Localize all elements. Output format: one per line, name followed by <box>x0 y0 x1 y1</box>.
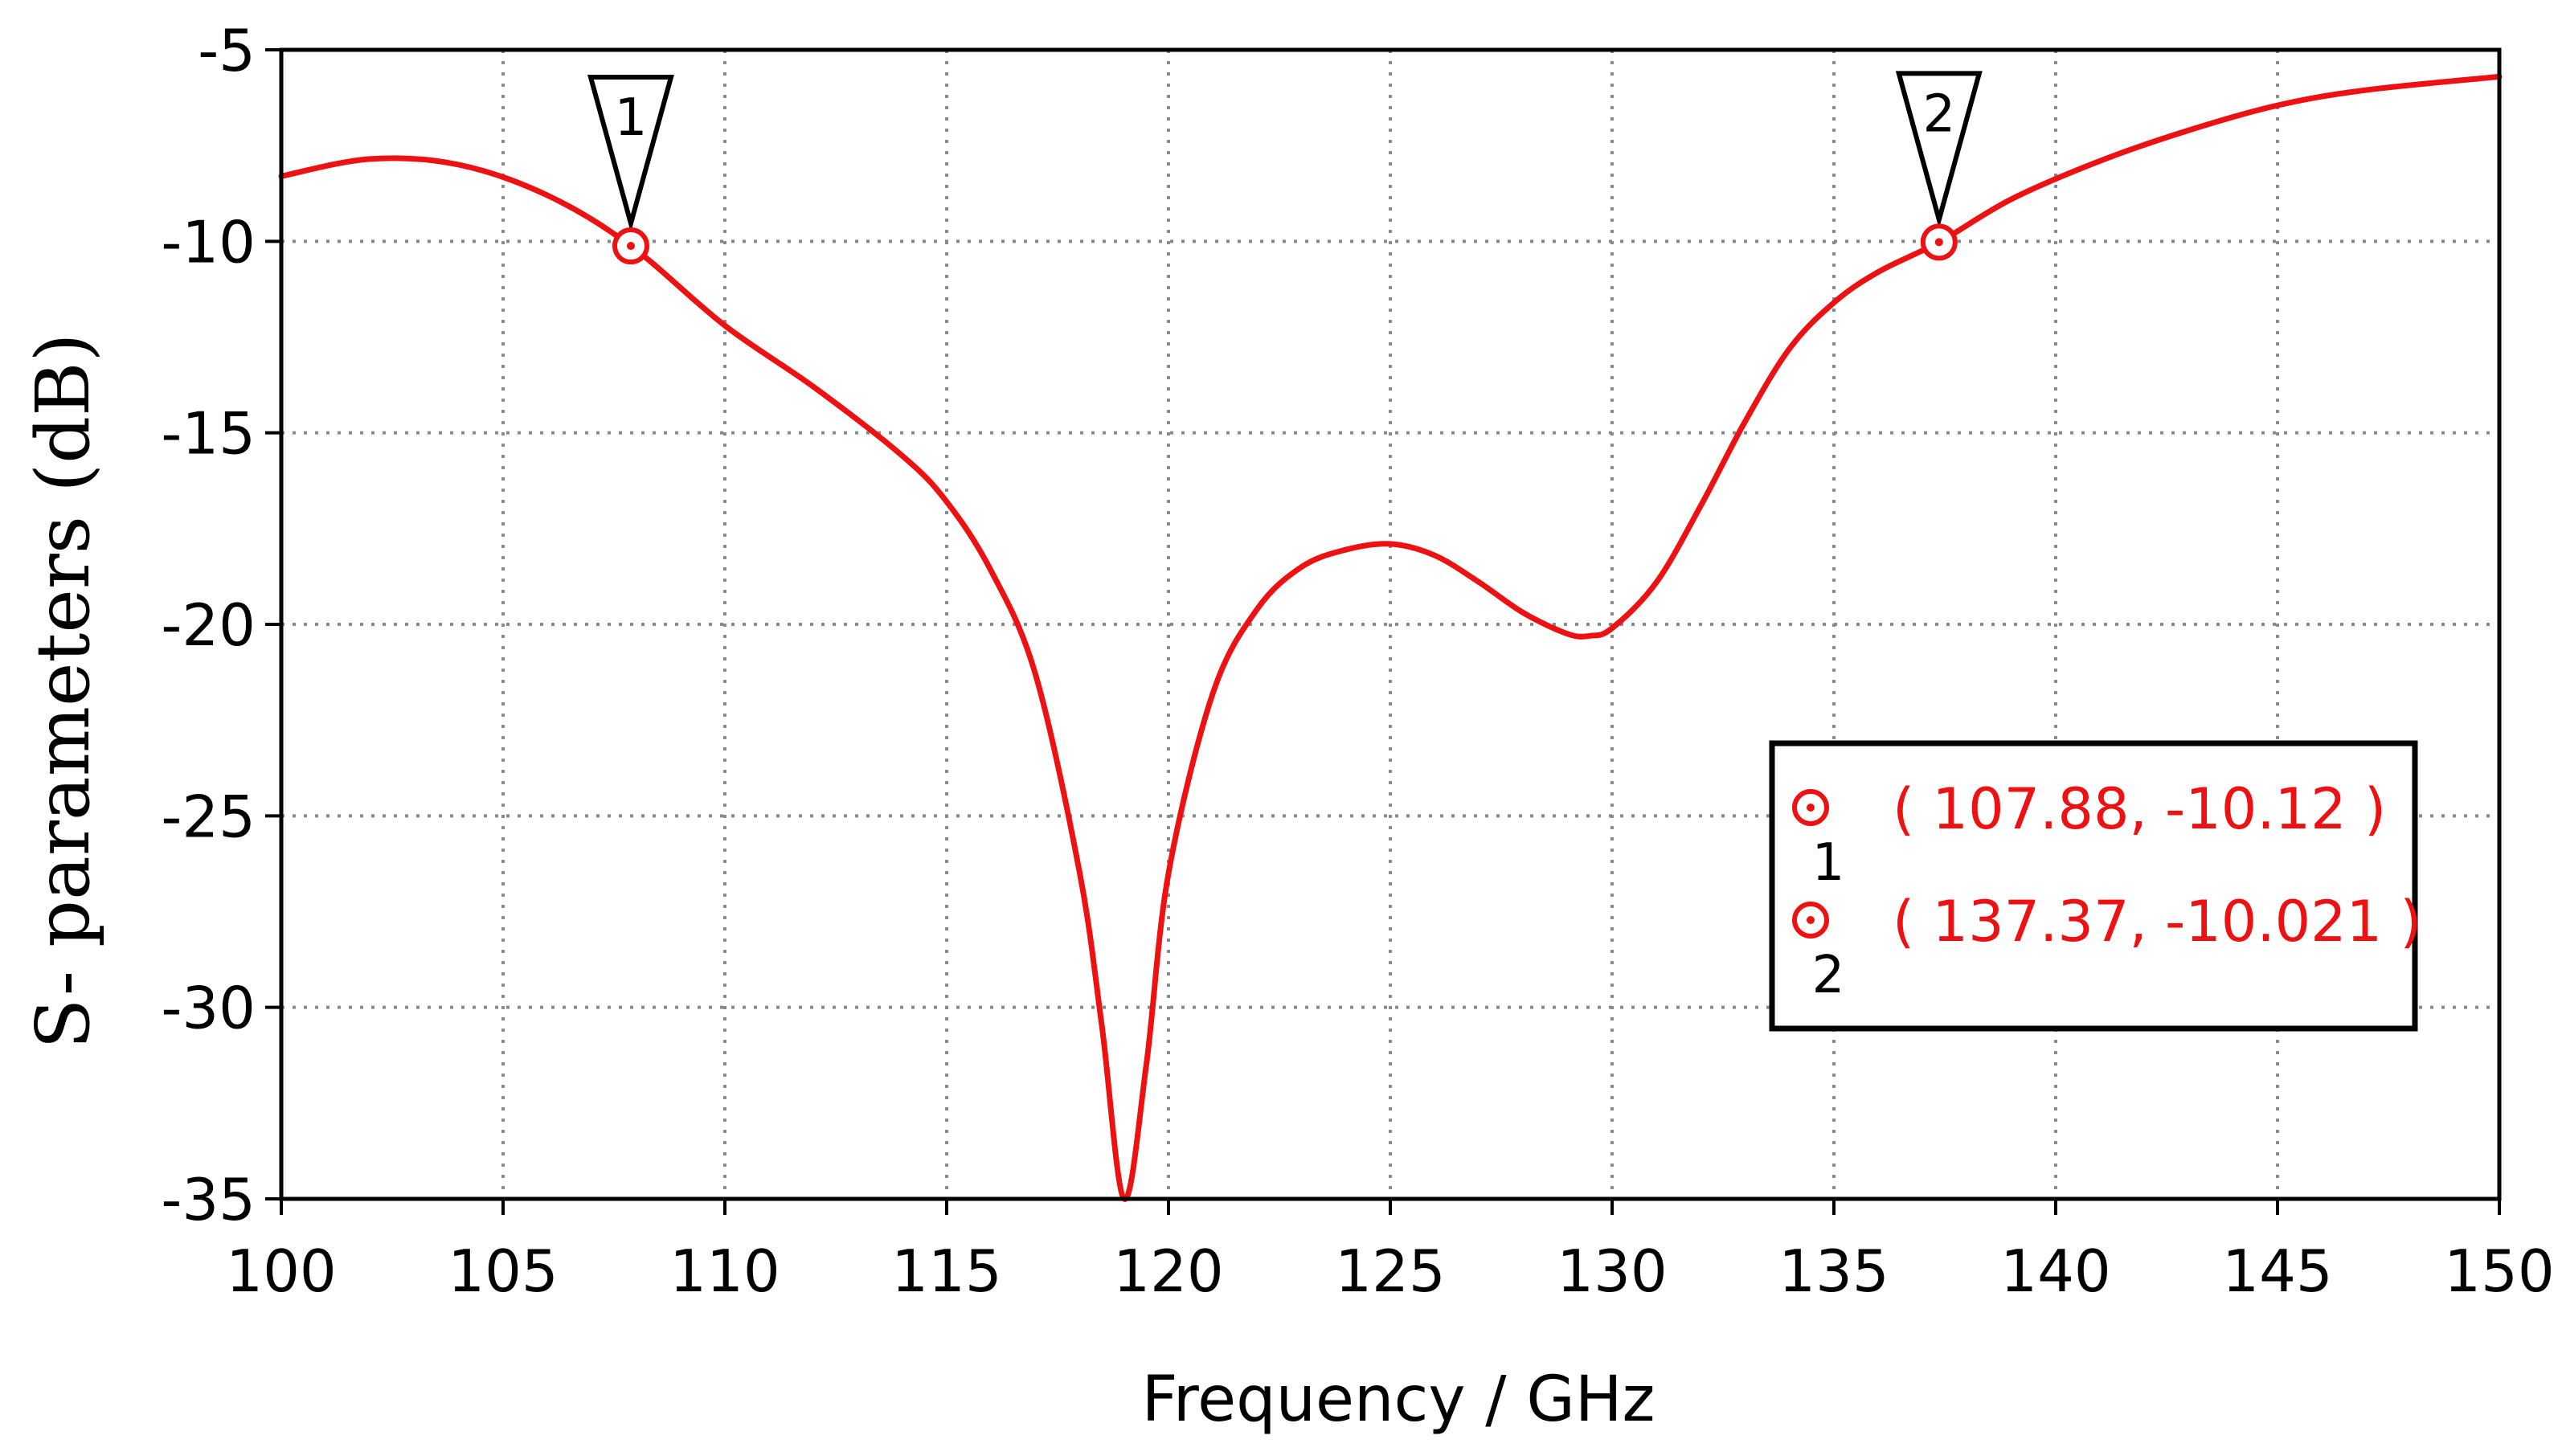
marker-point-center <box>626 242 635 251</box>
x-tick-label: 130 <box>1557 1237 1667 1305</box>
x-tick-label: 135 <box>1778 1237 1889 1305</box>
marker-2: 2 <box>1895 71 1983 261</box>
y-tick-label: -5 <box>198 17 256 84</box>
x-tick-label: 115 <box>891 1237 1001 1305</box>
y-tick-label: -35 <box>161 1166 256 1233</box>
marker-1: 1 <box>587 75 674 265</box>
legend-marker-value: ( 107.88, -10.12 ) <box>1893 776 2386 842</box>
y-tick-label: -30 <box>161 975 256 1042</box>
marker-flag <box>1895 71 1983 229</box>
marker-flag-label: 2 <box>1922 84 1955 144</box>
x-tick-label: 125 <box>1335 1237 1445 1305</box>
x-tick-label: 145 <box>2222 1237 2332 1305</box>
x-tick-label: 110 <box>669 1237 780 1305</box>
marker-legend: 1 ( 107.88, -10.12 ) 2 ( 137.37, -10.021 ) <box>1769 740 2422 1032</box>
legend-marker-id: 2 <box>1812 946 1845 1005</box>
x-tick-label: 140 <box>2000 1237 2110 1305</box>
legend-box <box>1769 740 2418 1032</box>
x-tick-label: 120 <box>1113 1237 1223 1305</box>
series-line <box>278 73 2503 1202</box>
legend-marker-value: ( 137.37, -10.021 ) <box>1893 889 2422 955</box>
marker-flag <box>587 75 674 233</box>
plot-area-frame <box>279 47 2502 1201</box>
x-axis-label: Frequency / GHz <box>1142 1364 1655 1436</box>
x-tick-label: 150 <box>2444 1237 2554 1305</box>
legend-marker-icon-center <box>1807 804 1815 812</box>
data-series <box>278 73 2503 1202</box>
y-tick-label: -20 <box>161 591 256 659</box>
legend-marker-id: 1 <box>1812 833 1845 893</box>
y-axis-label: S- parameters (dB) <box>20 333 106 1049</box>
tick-labels: 100 105 110 115 120 125 130 135 140 145 150 -5 -10 -1… <box>161 17 2554 1305</box>
x-tick-label: 105 <box>448 1237 558 1305</box>
legend-marker-icon-center <box>1807 916 1815 924</box>
y-tick-label: -10 <box>161 208 256 276</box>
marker-point-center <box>1934 238 1943 247</box>
marker-flag-label: 1 <box>615 88 648 148</box>
x-tick-label: 100 <box>226 1237 336 1305</box>
y-tick-label: -25 <box>161 783 256 850</box>
y-tick-label: -15 <box>161 400 256 468</box>
